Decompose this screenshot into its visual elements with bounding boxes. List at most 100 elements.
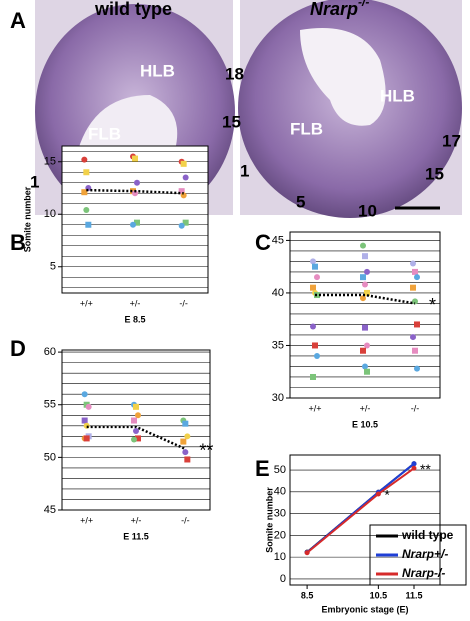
x-tick-label: -/- [181, 515, 190, 525]
data-point [375, 491, 381, 497]
data-point [81, 156, 88, 163]
data-point [85, 221, 92, 228]
y-tick-label: 30 [274, 507, 286, 519]
y-tick-label: 10 [44, 208, 56, 220]
data-point [364, 268, 370, 275]
data-point [83, 207, 90, 214]
data-point [310, 284, 316, 291]
data-point [411, 465, 417, 471]
y-tick-label: 30 [272, 392, 284, 404]
x-tick-label: 8.5 [301, 590, 314, 600]
panel-title: Nrarp-/- [310, 0, 369, 19]
data-point [180, 192, 187, 199]
somite-number: 15 [425, 164, 444, 183]
data-point [182, 449, 189, 456]
data-point [182, 420, 189, 427]
data-point [81, 391, 88, 398]
x-tick-label: +/- [131, 515, 142, 525]
x-tick-label: +/- [360, 403, 371, 413]
data-point [304, 550, 310, 556]
data-point [360, 274, 366, 281]
y-tick-label: 40 [272, 287, 284, 299]
y-tick-label: 45 [272, 234, 284, 246]
panel-title: wild type [94, 0, 172, 19]
x-tick-label: +/+ [308, 403, 321, 413]
y-tick-label: 10 [274, 551, 286, 563]
data-point [364, 368, 370, 375]
data-point [314, 274, 320, 281]
data-point [182, 174, 189, 181]
x-axis-label: E 10.5 [352, 419, 378, 429]
data-point [182, 219, 189, 226]
y-axis-label: Somite number [22, 186, 32, 252]
data-point [135, 412, 141, 419]
data-point [362, 324, 368, 331]
mean-line [86, 188, 184, 195]
plot-area [289, 454, 441, 586]
y-tick-label: 45 [44, 504, 56, 516]
y-tick-label: 60 [44, 346, 56, 358]
data-point [410, 284, 416, 291]
y-tick-label: 55 [44, 399, 56, 411]
data-point [411, 461, 417, 467]
data-point [362, 253, 368, 260]
data-point [133, 428, 139, 435]
data-point [131, 417, 137, 424]
data-point [83, 435, 90, 442]
data-point [364, 342, 370, 349]
panel-title: Nrarp [310, 0, 358, 19]
data-point [131, 436, 137, 443]
data-point [310, 323, 316, 330]
data-point [310, 258, 316, 265]
x-tick-label: +/- [130, 298, 141, 308]
x-tick-label: -/- [179, 298, 188, 308]
somite-number: 1 [30, 172, 39, 191]
data-point [312, 342, 318, 349]
panel-letter: D [10, 336, 26, 361]
data-point [312, 263, 318, 270]
data-point [360, 295, 366, 302]
data-point [135, 435, 141, 442]
somite-number: 10 [358, 201, 377, 220]
x-axis-label: E 11.5 [123, 531, 149, 541]
mean-line [315, 293, 416, 305]
x-tick-label: +/+ [80, 298, 93, 308]
data-point [81, 417, 88, 424]
x-tick-label: +/+ [80, 515, 93, 525]
data-point [180, 438, 187, 445]
somite-number: 15 [222, 112, 241, 131]
data-point [412, 298, 418, 305]
panel-title-sup: -/- [358, 0, 369, 9]
label: HLB [140, 61, 175, 80]
mean-line [86, 425, 186, 451]
data-point [132, 155, 138, 162]
panel-letter: A [10, 8, 26, 33]
x-tick-label: 11.5 [405, 590, 422, 600]
data-point [414, 274, 420, 281]
data-point [133, 403, 139, 410]
y-tick-label: 40 [274, 486, 286, 498]
data-point [414, 365, 420, 372]
data-point [362, 281, 368, 288]
data-point [412, 268, 418, 275]
data-point [130, 221, 136, 228]
somite-number: 17 [442, 131, 461, 150]
data-point [178, 188, 185, 195]
x-tick-label: -/- [411, 403, 420, 413]
x-tick-label: 10.5 [370, 590, 388, 600]
data-point [310, 373, 316, 380]
y-tick-label: 15 [44, 156, 56, 168]
data-point [134, 179, 140, 186]
somite-number: 18 [225, 64, 244, 83]
annotation: ** [199, 441, 213, 461]
data-point [184, 433, 191, 440]
data-point [410, 260, 416, 267]
x-axis-label: Embryonic stage (E) [321, 604, 408, 614]
data-point [414, 321, 420, 328]
annotation: ** [420, 461, 431, 477]
label: FLB [88, 124, 121, 143]
data-point [134, 219, 140, 226]
data-point [180, 160, 187, 167]
data-point [360, 347, 366, 354]
